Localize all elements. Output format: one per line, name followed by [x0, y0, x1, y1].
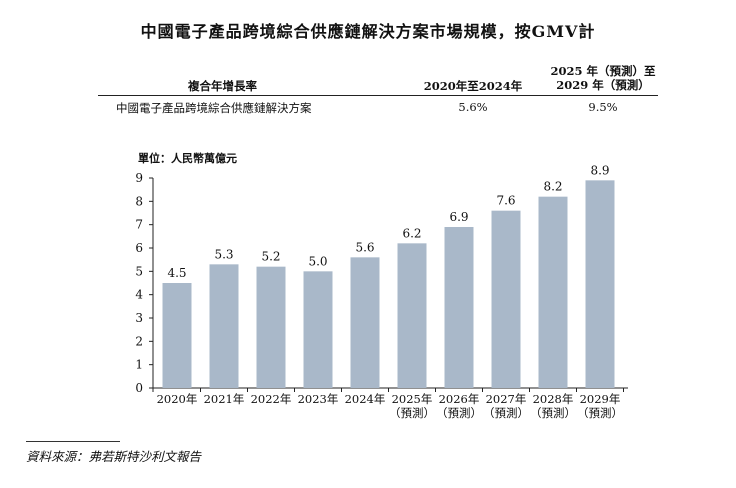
bar	[538, 196, 568, 388]
y-tick-label: 4	[135, 288, 143, 302]
bar-value-label: 5.3	[214, 247, 233, 261]
source-note: 資料來源：弗若斯特沙利文報告	[26, 449, 202, 464]
bar-value-label: 8.2	[543, 180, 562, 194]
bar-value-label: 7.6	[496, 194, 515, 208]
x-tick-forecast-note: （預測）	[389, 406, 435, 420]
bar	[444, 227, 474, 388]
x-tick-label: 2025年	[392, 392, 433, 406]
y-tick-label: 7	[135, 218, 143, 232]
chart-title: 中國電子產品跨境綜合供應鏈解決方案市場規模，按GMV計	[140, 22, 596, 41]
y-tick-label: 8	[135, 194, 143, 208]
cagr-row-label: 中國電子產品跨境綜合供應鏈解決方案	[116, 101, 312, 115]
bar	[350, 257, 380, 388]
bar-value-label: 5.0	[308, 254, 327, 268]
y-tick-label: 6	[135, 241, 143, 255]
cagr-header-rule	[98, 95, 658, 96]
bar	[209, 264, 239, 388]
y-tick-label: 9	[135, 171, 143, 185]
x-tick-forecast-note: （預測）	[577, 406, 623, 420]
cagr-header-2025-2029: 2025 年（預測）至 2029 年（預測）	[548, 64, 658, 92]
x-tick-forecast-note: （預測）	[436, 406, 482, 420]
x-tick-label: 2028年	[533, 392, 574, 406]
cagr-row-value-2020-2024: 5.6%	[458, 100, 488, 114]
x-tick-label: 2022年	[251, 392, 292, 406]
x-tick-label: 2021年	[204, 392, 245, 406]
cagr-header-2020-2024: 2020年至2024年	[423, 79, 523, 93]
x-tick-label: 2023年	[298, 392, 339, 406]
cagr-header-2025-2029-line2: 2029 年（預測）	[556, 78, 650, 92]
cagr-header-2025-2029-line1: 2025 年（預測）至	[550, 64, 656, 78]
x-tick-forecast-note: （預測）	[483, 406, 529, 420]
x-tick-label: 2027年	[486, 392, 527, 406]
y-tick-label: 2	[135, 334, 143, 348]
bar	[585, 180, 615, 388]
y-tick-label: 3	[135, 311, 143, 325]
source-rule	[26, 441, 120, 442]
cagr-header-label: 複合年增長率	[188, 79, 257, 93]
bar	[303, 271, 333, 388]
bar-value-label: 6.9	[449, 210, 468, 224]
cagr-row-value-2025-2029: 9.5%	[588, 100, 618, 114]
bar	[491, 210, 521, 388]
y-tick-label: 1	[135, 358, 143, 372]
bar-value-label: 8.9	[590, 163, 609, 177]
bar	[162, 283, 192, 388]
bar-value-label: 5.2	[261, 250, 280, 264]
bar	[397, 243, 427, 388]
bar-value-label: 6.2	[402, 226, 421, 240]
x-tick-label: 2029年	[580, 392, 621, 406]
y-axis-unit-label: 單位：人民幣萬億元	[138, 152, 237, 165]
bar	[256, 266, 286, 388]
x-tick-label: 2026年	[439, 392, 480, 406]
y-tick-label: 0	[135, 381, 143, 395]
x-tick-forecast-note: （預測）	[530, 406, 576, 420]
bar-value-label: 5.6	[355, 240, 374, 254]
y-tick-label: 5	[135, 264, 143, 278]
x-tick-label: 2020年	[157, 392, 198, 406]
bar-value-label: 4.5	[167, 266, 186, 280]
x-tick-label: 2024年	[345, 392, 386, 406]
